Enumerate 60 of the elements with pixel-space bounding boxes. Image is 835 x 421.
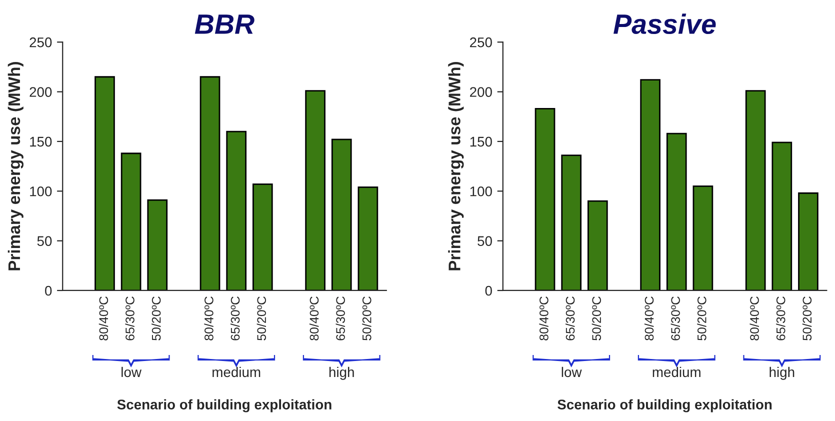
bar (692, 185, 714, 290)
x-tick-label: 65/30ºC (230, 296, 240, 340)
bar (226, 130, 247, 290)
text: high (329, 366, 354, 380)
x-tick-label: 50/20ºC (697, 296, 706, 340)
text: medium (212, 366, 260, 378)
x-tick-label: 50/20ºC (152, 296, 161, 340)
y-tick-label: 200 (30, 87, 52, 97)
x-tick-label: 80/40ºC (204, 296, 214, 340)
bar (252, 183, 273, 290)
y-tick-label: 100 (470, 186, 492, 196)
y-tick-label: 0 (485, 286, 492, 296)
bar (798, 192, 818, 290)
y-axis-title: Primary energy use (MWh) (8, 62, 24, 270)
x-tick-label: 50/20ºC (256, 296, 266, 340)
y-tick-label: 250 (30, 37, 52, 48)
bar (561, 154, 582, 290)
x-tick-label: 50/20ºC (592, 296, 602, 340)
text: high (770, 366, 794, 380)
y-tick-label: 50 (478, 236, 492, 246)
x-tick-label: 65/30ºC (776, 296, 786, 340)
chart-title: BBR (194, 14, 254, 34)
y-axis-title: Primary energy use (MWh) (448, 62, 464, 270)
y-tick-label: 200 (470, 87, 492, 97)
x-tick-label: 65/30ºC (670, 296, 680, 340)
bar (534, 108, 556, 290)
x-tick-label: 50/20ºC (362, 296, 372, 340)
y-tick-label: 100 (30, 186, 52, 196)
text: medium (652, 366, 700, 378)
x-tick-label: 50/20ºC (802, 296, 812, 340)
x-axis-title: Scenario of building exploitation (558, 399, 772, 412)
x-tick-label: 80/40ºC (539, 296, 548, 340)
bar (331, 138, 352, 290)
bar (772, 142, 792, 290)
y-tick-label: 150 (470, 136, 492, 147)
chart-title: Passive (614, 14, 716, 34)
y-tick-label: 0 (45, 286, 52, 296)
x-axis-title: Scenario of building exploitation (117, 399, 332, 412)
bar (94, 76, 115, 290)
x-tick-label: 65/30ºC (336, 296, 345, 340)
y-tick-label: 50 (37, 236, 52, 246)
text: low (122, 366, 142, 378)
x-tick-label: 65/30ºC (125, 296, 134, 340)
bar (587, 200, 608, 290)
y-tick-label: 250 (470, 37, 492, 48)
bar (200, 76, 220, 290)
bar (147, 199, 168, 290)
x-tick-label: 80/40ºC (644, 296, 654, 340)
x-tick-label: 80/40ºC (309, 296, 319, 340)
bar (666, 132, 687, 290)
bar (305, 90, 326, 290)
text: low (562, 366, 582, 378)
x-tick-label: 80/40ºC (750, 296, 759, 340)
y-tick-label: 150 (30, 136, 52, 147)
x-tick-label: 65/30ºC (566, 296, 575, 340)
x-tick-label: 80/40ºC (98, 296, 108, 340)
bar (745, 90, 766, 290)
bar (640, 79, 660, 290)
bar (120, 152, 142, 290)
bar (358, 186, 378, 290)
